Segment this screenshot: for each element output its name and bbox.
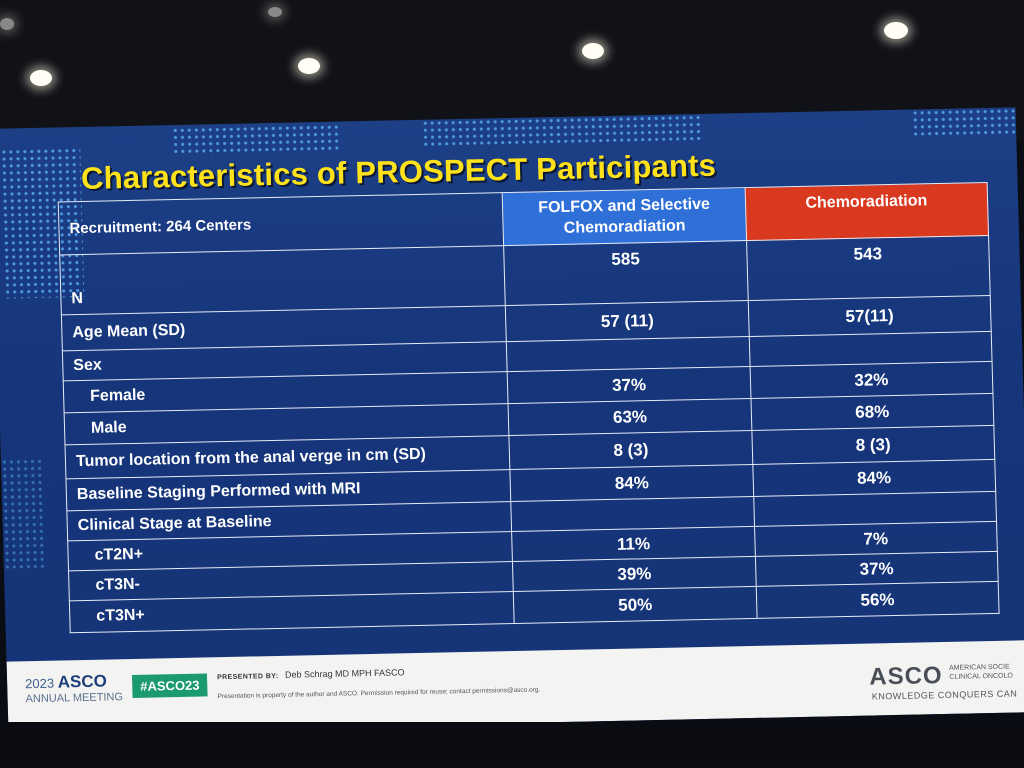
stage-floor bbox=[0, 722, 1024, 768]
chemoradiation-value: 32% bbox=[749, 361, 993, 399]
row-label: N bbox=[59, 245, 506, 315]
column-header-chemoradiation: Chemoradiation bbox=[744, 182, 989, 241]
presented-by-label: PRESENTED BY: bbox=[216, 672, 279, 682]
chemoradiation-value: 8 (3) bbox=[751, 425, 995, 465]
folfox-value: 585 bbox=[504, 240, 748, 306]
presenter-name: Deb Schrag MD MPH FASCO bbox=[284, 667, 405, 680]
recruitment-label: Recruitment: 264 Centers bbox=[58, 192, 505, 255]
folfox-value: 63% bbox=[508, 398, 752, 436]
folfox-value: 50% bbox=[513, 586, 757, 624]
chemoradiation-value: 57(11) bbox=[747, 295, 992, 337]
asco-tagline: KNOWLEDGE CONQUERS CAN bbox=[871, 688, 1018, 702]
folfox-value: 57 (11) bbox=[505, 300, 749, 342]
ceiling-light bbox=[298, 58, 320, 74]
meeting-logo: 2023 ASCO bbox=[25, 672, 107, 694]
presentation-slide: Characteristics of PROSPECT Participants… bbox=[0, 107, 1024, 734]
folfox-value: 84% bbox=[510, 464, 754, 502]
slide-footer: 2023 ASCO ANNUAL MEETING #ASCO23 PRESENT… bbox=[6, 640, 1024, 734]
meeting-asco: ASCO bbox=[57, 671, 108, 692]
presenter-line: PRESENTED BY: Deb Schrag MD MPH FASCO bbox=[217, 667, 405, 681]
column-header-folfox-line2: Chemoradiation bbox=[563, 217, 686, 237]
world-map-dots bbox=[0, 457, 44, 569]
chemoradiation-value: 56% bbox=[755, 581, 1000, 619]
folfox-value: 37% bbox=[507, 366, 751, 404]
world-map-dots bbox=[171, 123, 343, 158]
asco-org-line2: CLINICAL ONCOLO bbox=[949, 672, 1013, 681]
meeting-year: 2023 bbox=[24, 675, 55, 692]
chemoradiation-value: 68% bbox=[750, 393, 994, 431]
world-map-dots bbox=[421, 113, 703, 146]
ceiling-light bbox=[0, 18, 14, 30]
asco-logo: ASCO bbox=[868, 662, 944, 691]
ceiling-light bbox=[30, 70, 52, 86]
world-map-dots bbox=[911, 107, 1017, 140]
chemoradiation-value: 84% bbox=[752, 459, 996, 497]
hashtag-badge: #ASCO23 bbox=[131, 673, 208, 698]
chemoradiation-value: 543 bbox=[746, 235, 991, 301]
ceiling-light bbox=[582, 43, 604, 59]
characteristics-table: Recruitment: 264 Centers FOLFOX and Sele… bbox=[58, 182, 1000, 633]
column-header-folfox-line1: FOLFOX and Selective bbox=[538, 195, 711, 217]
ceiling-light bbox=[268, 7, 282, 17]
disclaimer-text: Presentation is property of the author a… bbox=[217, 686, 541, 701]
column-header-folfox: FOLFOX and Selective Chemoradiation bbox=[502, 187, 747, 246]
ceiling-light bbox=[884, 22, 908, 39]
asco-org-name: AMERICAN SOCIE CLINICAL ONCOLO bbox=[949, 663, 1013, 682]
meeting-subtitle: ANNUAL MEETING bbox=[25, 691, 124, 706]
asco-org-line1: AMERICAN SOCIE bbox=[948, 663, 1010, 672]
folfox-value: 8 (3) bbox=[509, 430, 753, 470]
